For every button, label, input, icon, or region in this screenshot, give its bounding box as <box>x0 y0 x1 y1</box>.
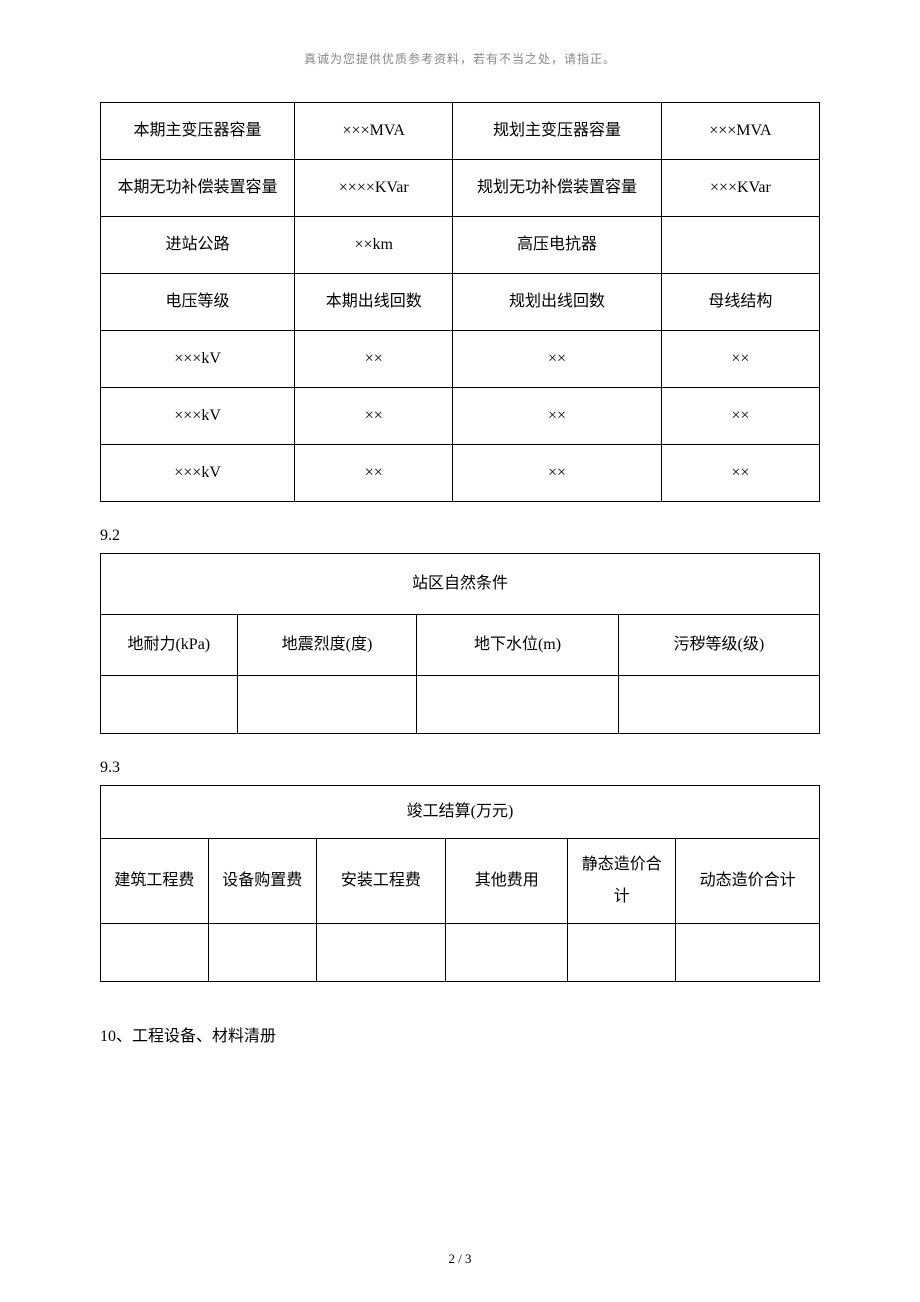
table-row <box>101 924 820 982</box>
cell: 本期主变压器容量 <box>101 103 295 160</box>
cell <box>446 924 568 982</box>
cell: 本期出线回数 <box>295 274 453 331</box>
cell <box>208 924 316 982</box>
cell: ×××MVA <box>295 103 453 160</box>
table-row: 建筑工程费 设备购置费 安装工程费 其他费用 静态造价合计 动态造价合计 <box>101 839 820 924</box>
table-row: 本期主变压器容量 ×××MVA 规划主变压器容量 ×××MVA <box>101 103 820 160</box>
section-9-2-label: 9.2 <box>100 527 820 545</box>
table-title: 竣工结算(万元) <box>101 786 820 839</box>
table-row: ×××kV ×× ×× ×× <box>101 388 820 445</box>
cell: 进站公路 <box>101 217 295 274</box>
section-10-title: 10、工程设备、材料清册 <box>100 1022 820 1046</box>
cell: ×××MVA <box>661 103 819 160</box>
cell <box>237 676 417 734</box>
cell: ×× <box>453 388 662 445</box>
cell <box>417 676 618 734</box>
cell: 高压电抗器 <box>453 217 662 274</box>
cell <box>661 217 819 274</box>
column-header: 动态造价合计 <box>676 839 820 924</box>
page-number: 2 / 3 <box>0 1251 920 1267</box>
cell: ×××KVar <box>661 160 819 217</box>
cell: ×× <box>295 388 453 445</box>
column-header: 静态造价合计 <box>568 839 676 924</box>
cell <box>618 676 819 734</box>
table-row <box>101 676 820 734</box>
cell: 规划主变压器容量 <box>453 103 662 160</box>
cell: ××××KVar <box>295 160 453 217</box>
cell <box>568 924 676 982</box>
table-row: 站区自然条件 <box>101 554 820 615</box>
cell <box>101 924 209 982</box>
column-header: 污秽等级(级) <box>618 615 819 676</box>
cell <box>676 924 820 982</box>
cell: ×× <box>453 331 662 388</box>
cell: 母线结构 <box>661 274 819 331</box>
column-header: 设备购置费 <box>208 839 316 924</box>
table-row: 电压等级 本期出线回数 规划出线回数 母线结构 <box>101 274 820 331</box>
header-note: 真诚为您提供优质参考资料，若有不当之处，请指正。 <box>100 50 820 67</box>
column-header: 地震烈度(度) <box>237 615 417 676</box>
table-row: ×××kV ×× ×× ×× <box>101 445 820 502</box>
column-header: 其他费用 <box>446 839 568 924</box>
table-row: 竣工结算(万元) <box>101 786 820 839</box>
cell: 电压等级 <box>101 274 295 331</box>
column-header: 地下水位(m) <box>417 615 618 676</box>
completion-settlement-table: 竣工结算(万元) 建筑工程费 设备购置费 安装工程费 其他费用 静态造价合计 动… <box>100 785 820 982</box>
cell: ×× <box>661 388 819 445</box>
cell: ×× <box>295 445 453 502</box>
cell: ×× <box>661 445 819 502</box>
table-title: 站区自然条件 <box>101 554 820 615</box>
main-parameters-table: 本期主变压器容量 ×××MVA 规划主变压器容量 ×××MVA 本期无功补偿装置… <box>100 102 820 502</box>
column-header: 安装工程费 <box>316 839 445 924</box>
table-row: 本期无功补偿装置容量 ××××KVar 规划无功补偿装置容量 ×××KVar <box>101 160 820 217</box>
cell: 规划出线回数 <box>453 274 662 331</box>
column-header: 建筑工程费 <box>101 839 209 924</box>
section-9-3-label: 9.3 <box>100 759 820 777</box>
cell: ×××kV <box>101 331 295 388</box>
cell <box>316 924 445 982</box>
column-header: 地耐力(kPa) <box>101 615 238 676</box>
cell: ××km <box>295 217 453 274</box>
table-row: 进站公路 ××km 高压电抗器 <box>101 217 820 274</box>
cell: ×× <box>295 331 453 388</box>
site-conditions-table: 站区自然条件 地耐力(kPa) 地震烈度(度) 地下水位(m) 污秽等级(级) <box>100 553 820 734</box>
cell: ×× <box>661 331 819 388</box>
table-row: ×××kV ×× ×× ×× <box>101 331 820 388</box>
cell: ×××kV <box>101 388 295 445</box>
cell: ×× <box>453 445 662 502</box>
cell <box>101 676 238 734</box>
cell: 规划无功补偿装置容量 <box>453 160 662 217</box>
cell: ×××kV <box>101 445 295 502</box>
cell: 本期无功补偿装置容量 <box>101 160 295 217</box>
table-row: 地耐力(kPa) 地震烈度(度) 地下水位(m) 污秽等级(级) <box>101 615 820 676</box>
